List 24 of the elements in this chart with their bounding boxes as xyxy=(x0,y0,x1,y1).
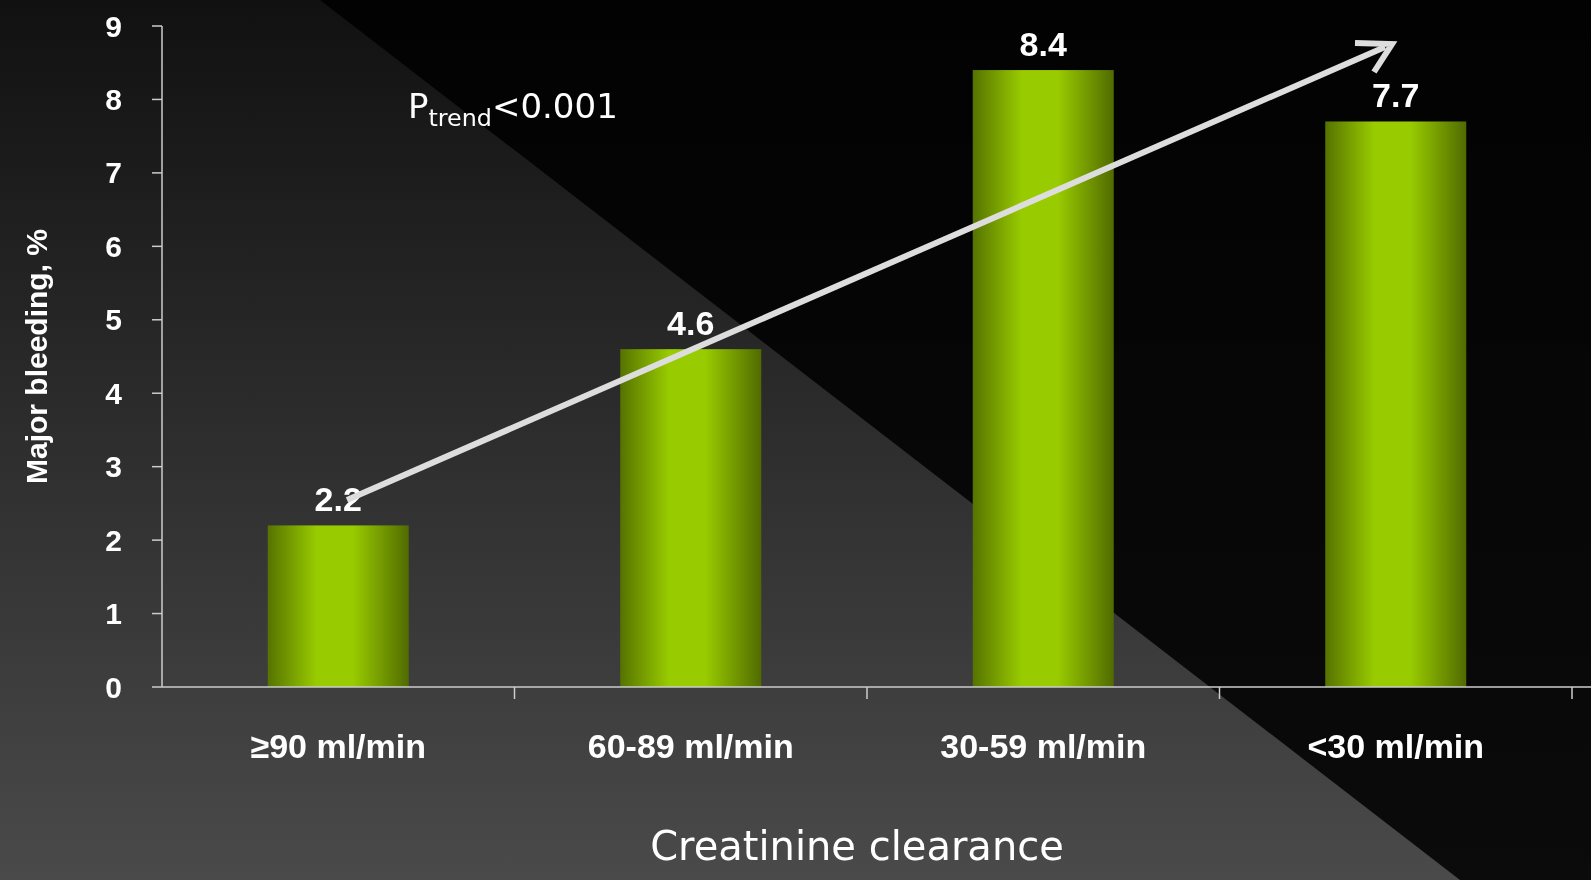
y-tick-label: 8 xyxy=(105,82,122,116)
bar xyxy=(1325,121,1467,687)
bar xyxy=(972,70,1114,687)
data-label: 7.7 xyxy=(1372,76,1420,115)
y-tick-label: 0 xyxy=(105,670,122,704)
y-tick-label: 3 xyxy=(105,450,122,484)
x-tick-label: ≥90 ml/min xyxy=(250,727,426,765)
annotation: P$_{trend}$<0.001 xyxy=(408,86,618,133)
y-tick-label: 2 xyxy=(105,523,122,557)
y-tick-label: 5 xyxy=(105,303,122,337)
data-label: 4.6 xyxy=(667,304,715,343)
y-tick-label: 9 xyxy=(105,9,122,43)
bar xyxy=(620,349,762,687)
y-tick-label: 7 xyxy=(105,156,122,190)
x-tick-label: 60-89 ml/min xyxy=(587,727,794,765)
y-tick-label: 6 xyxy=(105,229,122,263)
x-tick-label: <30 ml/min xyxy=(1307,727,1485,765)
x-axis-title: Creatinine clearance xyxy=(650,823,1064,869)
y-tick-label: 4 xyxy=(105,376,123,410)
x-tick-label: 30-59 ml/min xyxy=(940,727,1147,765)
y-tick-label: 1 xyxy=(105,597,122,631)
y-axis-title: Major bleeding, % xyxy=(20,228,53,485)
bar xyxy=(267,525,409,687)
data-label: 8.4 xyxy=(1019,25,1067,64)
